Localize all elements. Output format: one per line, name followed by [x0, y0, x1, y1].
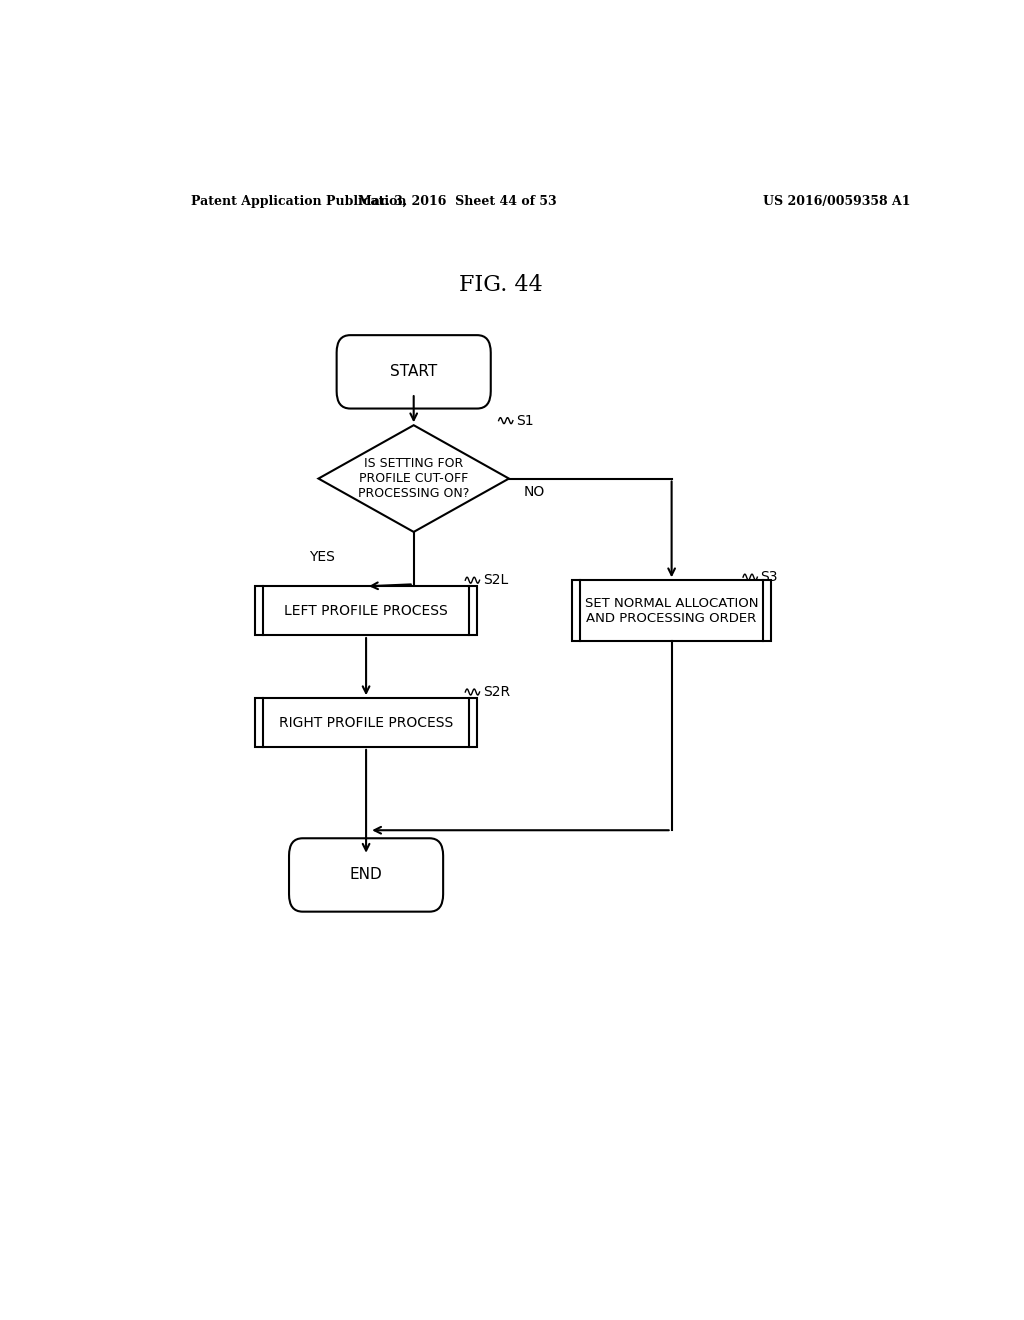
Bar: [572, 581, 771, 642]
Text: YES: YES: [309, 550, 335, 564]
Text: LEFT PROFILE PROCESS: LEFT PROFILE PROCESS: [285, 603, 447, 618]
Text: S3: S3: [761, 570, 778, 585]
Bar: [255, 698, 477, 747]
Text: RIGHT PROFILE PROCESS: RIGHT PROFILE PROCESS: [279, 715, 454, 730]
Text: Mar. 3, 2016  Sheet 44 of 53: Mar. 3, 2016 Sheet 44 of 53: [358, 194, 557, 207]
Text: Patent Application Publication: Patent Application Publication: [191, 194, 407, 207]
FancyBboxPatch shape: [337, 335, 490, 408]
Text: END: END: [350, 867, 382, 883]
Text: SET NORMAL ALLOCATION
AND PROCESSING ORDER: SET NORMAL ALLOCATION AND PROCESSING ORD…: [585, 597, 759, 624]
Bar: [255, 586, 477, 635]
Text: S2L: S2L: [482, 573, 508, 587]
Text: NO: NO: [523, 484, 545, 499]
Text: S1: S1: [516, 413, 534, 428]
Text: S2R: S2R: [482, 685, 510, 700]
Text: START: START: [390, 364, 437, 379]
FancyBboxPatch shape: [289, 838, 443, 912]
Text: FIG. 44: FIG. 44: [459, 275, 543, 297]
Text: US 2016/0059358 A1: US 2016/0059358 A1: [763, 194, 910, 207]
Polygon shape: [318, 425, 509, 532]
Text: IS SETTING FOR
PROFILE CUT-OFF
PROCESSING ON?: IS SETTING FOR PROFILE CUT-OFF PROCESSIN…: [358, 457, 469, 500]
